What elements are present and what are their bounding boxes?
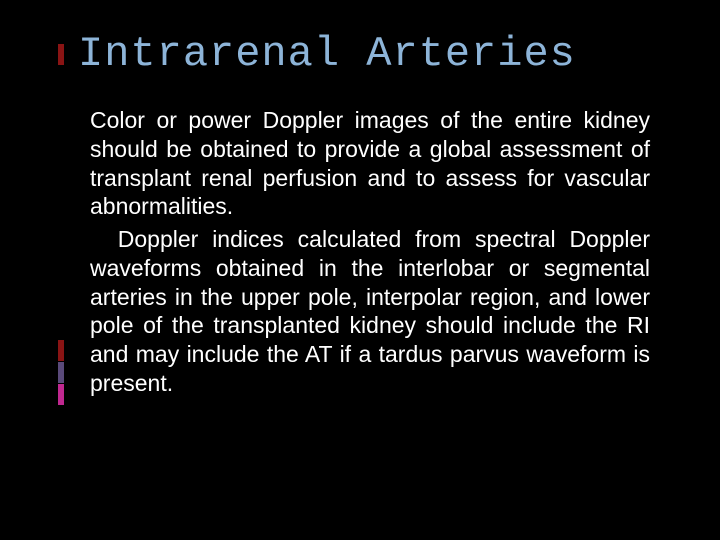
accent-bar-icon — [58, 384, 64, 405]
slide: Intrarenal Arteries Color or power Doppl… — [0, 0, 720, 540]
accent-bar-icon — [58, 340, 64, 361]
body-paragraph-2: Doppler indices calculated from spectral… — [90, 225, 650, 398]
slide-title: Intrarenal Arteries — [78, 30, 650, 78]
body-paragraph-1: Color or power Doppler images of the ent… — [90, 106, 650, 221]
accent-bar-icon — [58, 362, 64, 383]
accent-bar-icon — [58, 44, 64, 65]
